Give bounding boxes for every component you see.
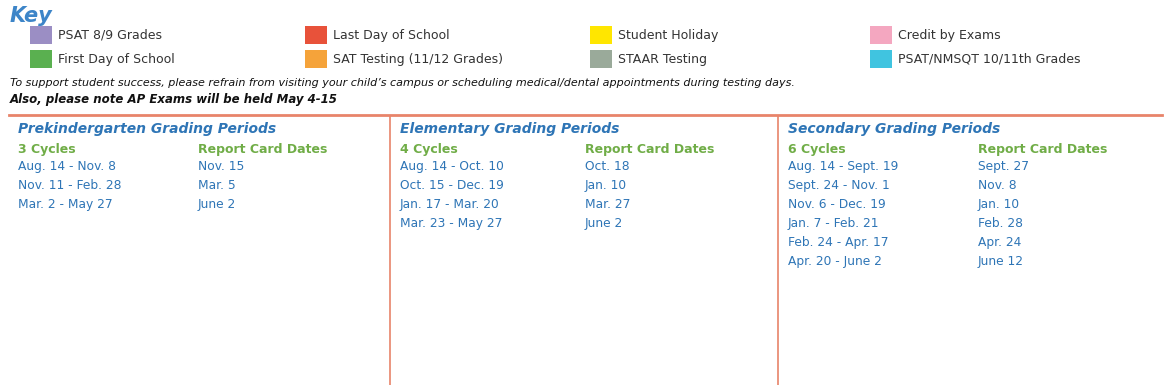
Text: Report Card Dates: Report Card Dates <box>978 143 1108 156</box>
Text: Feb. 24 - Apr. 17: Feb. 24 - Apr. 17 <box>788 236 889 249</box>
Text: June 2: June 2 <box>198 198 237 211</box>
Text: Nov. 15: Nov. 15 <box>198 160 245 173</box>
Text: 3 Cycles: 3 Cycles <box>18 143 76 156</box>
Text: Report Card Dates: Report Card Dates <box>198 143 328 156</box>
Text: Sept. 24 - Nov. 1: Sept. 24 - Nov. 1 <box>788 179 890 192</box>
Text: Apr. 24: Apr. 24 <box>978 236 1021 249</box>
Text: Aug. 14 - Nov. 8: Aug. 14 - Nov. 8 <box>18 160 116 173</box>
Text: Mar. 5: Mar. 5 <box>198 179 235 192</box>
Text: June 12: June 12 <box>978 255 1023 268</box>
Text: Elementary Grading Periods: Elementary Grading Periods <box>400 122 619 136</box>
Text: June 2: June 2 <box>586 217 623 230</box>
Text: 4 Cycles: 4 Cycles <box>400 143 458 156</box>
Text: Key: Key <box>11 6 53 26</box>
Text: SAT Testing (11/12 Grades): SAT Testing (11/12 Grades) <box>333 52 504 65</box>
Text: PSAT 8/9 Grades: PSAT 8/9 Grades <box>59 28 162 42</box>
Text: Mar. 2 - May 27: Mar. 2 - May 27 <box>18 198 112 211</box>
Text: Secondary Grading Periods: Secondary Grading Periods <box>788 122 1000 136</box>
Text: To support student success, please refrain from visiting your child’s campus or : To support student success, please refra… <box>11 78 795 88</box>
Text: Last Day of School: Last Day of School <box>333 28 450 42</box>
Text: Nov. 6 - Dec. 19: Nov. 6 - Dec. 19 <box>788 198 885 211</box>
Text: Mar. 23 - May 27: Mar. 23 - May 27 <box>400 217 502 230</box>
Text: Credit by Exams: Credit by Exams <box>898 28 1001 42</box>
Text: Feb. 28: Feb. 28 <box>978 217 1023 230</box>
Text: Aug. 14 - Sept. 19: Aug. 14 - Sept. 19 <box>788 160 898 173</box>
Text: Jan. 7 - Feb. 21: Jan. 7 - Feb. 21 <box>788 217 879 230</box>
Text: Jan. 10: Jan. 10 <box>978 198 1020 211</box>
Text: Prekindergarten Grading Periods: Prekindergarten Grading Periods <box>18 122 276 136</box>
Text: Nov. 11 - Feb. 28: Nov. 11 - Feb. 28 <box>18 179 122 192</box>
Text: Nov. 8: Nov. 8 <box>978 179 1016 192</box>
Text: PSAT/NMSQT 10/11th Grades: PSAT/NMSQT 10/11th Grades <box>898 52 1081 65</box>
Text: Oct. 18: Oct. 18 <box>586 160 630 173</box>
Text: Student Holiday: Student Holiday <box>618 28 718 42</box>
Text: 6 Cycles: 6 Cycles <box>788 143 845 156</box>
Text: Sept. 27: Sept. 27 <box>978 160 1029 173</box>
Text: STAAR Testing: STAAR Testing <box>618 52 707 65</box>
Text: Oct. 15 - Dec. 19: Oct. 15 - Dec. 19 <box>400 179 504 192</box>
Text: Also, please note AP Exams will be held May 4-15: Also, please note AP Exams will be held … <box>11 93 338 106</box>
Text: First Day of School: First Day of School <box>59 52 174 65</box>
Text: Aug. 14 - Oct. 10: Aug. 14 - Oct. 10 <box>400 160 504 173</box>
Text: Jan. 10: Jan. 10 <box>586 179 628 192</box>
Text: Jan. 17 - Mar. 20: Jan. 17 - Mar. 20 <box>400 198 500 211</box>
Text: Apr. 20 - June 2: Apr. 20 - June 2 <box>788 255 882 268</box>
Text: Report Card Dates: Report Card Dates <box>586 143 714 156</box>
Text: Mar. 27: Mar. 27 <box>586 198 630 211</box>
